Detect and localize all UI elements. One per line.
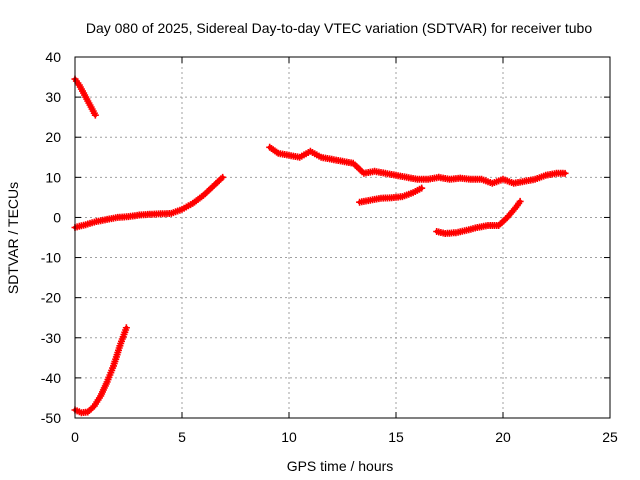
x-tick-label: 10: [281, 429, 297, 445]
x-tick-label: 15: [388, 429, 404, 445]
data-layer: [71, 75, 569, 417]
y-tick-label: 0: [53, 209, 61, 225]
x-tick-label: 0: [71, 429, 79, 445]
series-arc-4: [266, 143, 569, 187]
y-tick-label: 40: [45, 49, 61, 65]
y-tick-label: -10: [41, 250, 61, 266]
data-point: [516, 197, 524, 205]
series-arc-2: [71, 173, 227, 231]
series-arc-3: [71, 324, 130, 417]
data-point: [418, 184, 426, 192]
y-tick-label: -40: [41, 370, 61, 386]
grid-layer: [75, 57, 610, 418]
y-axis-label: SDTVAR / TECUs: [5, 182, 21, 294]
series-arc-5: [356, 184, 426, 206]
y-tick-label: 10: [45, 169, 61, 185]
data-point: [91, 111, 99, 119]
y-tick-label: 30: [45, 89, 61, 105]
y-tick-label: -30: [41, 330, 61, 346]
series-arc-6: [433, 197, 524, 237]
tick-layer: 0 5 10 15 20 25 -50 -40 -30 -20 -10 0 10 20 30 40: [41, 49, 618, 445]
data-point: [122, 324, 130, 332]
x-tick-label: 25: [602, 429, 618, 445]
data-point: [219, 173, 227, 181]
plot-frame: [74, 56, 611, 419]
y-tick-label: -20: [41, 290, 61, 306]
x-tick-label: 20: [495, 429, 511, 445]
y-tick-label: -50: [41, 410, 61, 426]
chart-title: Day 080 of 2025, Sidereal Day-to-day VTE…: [86, 20, 593, 36]
x-axis-label: GPS time / hours: [287, 458, 394, 474]
x-tick-label: 5: [178, 429, 186, 445]
data-point: [561, 169, 569, 177]
y-tick-label: 20: [45, 129, 61, 145]
